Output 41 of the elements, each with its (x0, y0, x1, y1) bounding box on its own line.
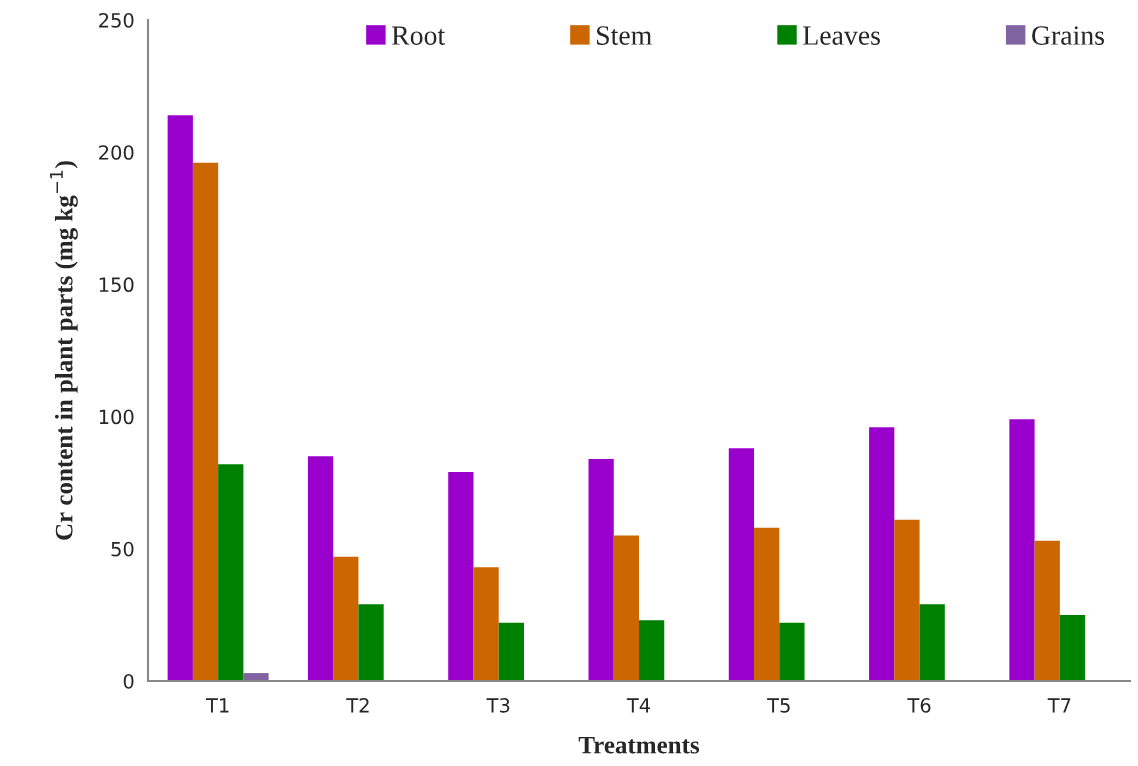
legend-label: Root (391, 26, 446, 45)
bar (358, 604, 384, 681)
y-tick-label: 100 (99, 409, 134, 425)
bar (498, 622, 524, 681)
legend-label: Grains (1032, 26, 1104, 45)
bar (1034, 540, 1060, 681)
y-tick-label: 50 (111, 541, 134, 557)
y-tick-label: 250 (99, 12, 134, 28)
bar (1009, 419, 1035, 681)
y-tick-label: 150 (99, 277, 134, 293)
bar (333, 556, 359, 681)
bar (894, 519, 920, 681)
bar (167, 115, 193, 681)
bar (869, 427, 895, 681)
x-tick-label: T6 (907, 698, 931, 713)
x-tick-label: T2 (346, 698, 369, 713)
bar (728, 448, 755, 681)
bar (754, 527, 780, 681)
x-tick-label: T4 (626, 698, 651, 713)
bar (588, 458, 614, 681)
bar (779, 622, 805, 681)
bar (639, 620, 665, 681)
x-tick-label: T1 (205, 698, 229, 713)
bar (218, 464, 244, 681)
bar (919, 604, 945, 681)
x-tick-label: T5 (767, 698, 790, 713)
x-axis-title: Treatments (578, 736, 700, 754)
bar (473, 567, 499, 681)
bar (613, 535, 639, 681)
y-axis-title: Cr content in plant parts (mg kg$^{−1}$) (50, 161, 78, 540)
bar (1059, 614, 1086, 681)
y-tick-label: 200 (99, 145, 134, 160)
y-tick-label: 0 (123, 673, 134, 689)
legend-label: Stem (597, 26, 652, 45)
x-tick-label: T3 (486, 698, 510, 713)
bar (448, 472, 474, 681)
bar (192, 162, 219, 681)
x-tick-label: T7 (1047, 698, 1071, 713)
legend-label: Leaves (803, 26, 880, 45)
bar (243, 673, 269, 681)
bar (307, 456, 334, 681)
